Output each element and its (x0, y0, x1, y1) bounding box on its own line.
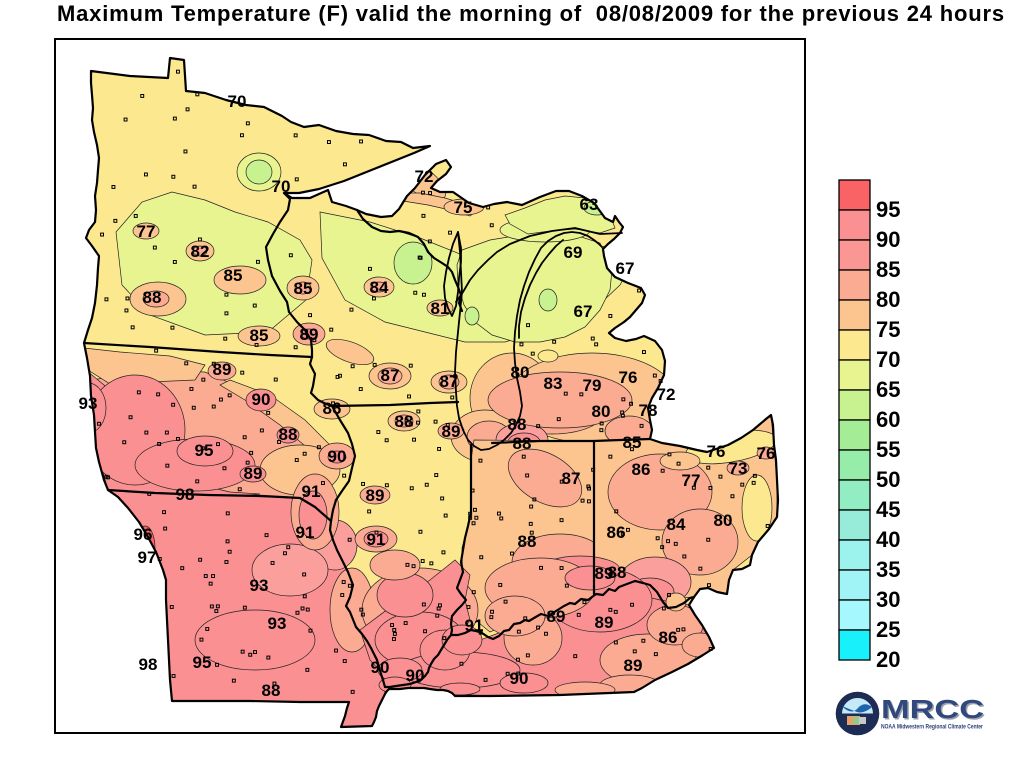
svg-text:70: 70 (228, 92, 247, 111)
svg-text:65: 65 (876, 377, 900, 402)
svg-text:90: 90 (252, 390, 271, 409)
svg-text:85: 85 (876, 257, 900, 282)
svg-text:91: 91 (302, 482, 321, 501)
svg-text:87: 87 (440, 372, 459, 391)
svg-text:78: 78 (639, 401, 658, 420)
svg-text:40: 40 (876, 527, 900, 552)
svg-text:30: 30 (876, 587, 900, 612)
svg-text:70: 70 (876, 347, 900, 372)
svg-text:96: 96 (134, 525, 153, 544)
svg-text:77: 77 (137, 222, 156, 241)
svg-text:89: 89 (624, 656, 643, 675)
svg-text:87: 87 (381, 366, 400, 385)
svg-text:93: 93 (268, 614, 287, 633)
svg-text:90: 90 (510, 669, 529, 688)
svg-text:81: 81 (431, 299, 450, 318)
svg-text:80: 80 (714, 511, 733, 530)
svg-text:82: 82 (191, 242, 210, 261)
svg-text:88: 88 (143, 288, 162, 307)
svg-text:76: 76 (619, 368, 638, 387)
svg-text:35: 35 (876, 557, 900, 582)
svg-text:91: 91 (296, 523, 315, 542)
svg-text:88: 88 (608, 563, 627, 582)
svg-text:MRCC: MRCC (883, 696, 986, 726)
svg-text:91: 91 (465, 616, 484, 635)
svg-text:83: 83 (544, 374, 563, 393)
svg-text:95: 95 (195, 441, 214, 460)
svg-text:89: 89 (595, 613, 614, 632)
svg-text:75: 75 (876, 317, 900, 342)
svg-text:86: 86 (607, 523, 626, 542)
svg-text:86: 86 (632, 460, 651, 479)
svg-text:86: 86 (659, 628, 678, 647)
svg-text:87: 87 (562, 469, 581, 488)
svg-text:55: 55 (876, 437, 900, 462)
svg-text:88: 88 (518, 532, 537, 551)
svg-text:45: 45 (876, 497, 900, 522)
svg-text:98: 98 (139, 655, 158, 674)
svg-text:95: 95 (193, 653, 212, 672)
svg-text:77: 77 (682, 471, 701, 490)
svg-text:73: 73 (729, 459, 748, 478)
svg-text:25: 25 (876, 617, 900, 642)
svg-text:89: 89 (366, 486, 385, 505)
svg-text:76: 76 (707, 442, 726, 461)
svg-text:63: 63 (580, 195, 599, 214)
svg-text:90: 90 (876, 227, 900, 252)
svg-text:79: 79 (583, 376, 602, 395)
svg-text:72: 72 (415, 167, 434, 186)
svg-text:80: 80 (511, 363, 530, 382)
svg-text:75: 75 (454, 198, 473, 217)
svg-text:89: 89 (213, 360, 232, 379)
svg-text:85: 85 (250, 326, 269, 345)
svg-text:85: 85 (623, 433, 642, 452)
svg-text:MRCC: MRCC (881, 694, 984, 724)
svg-text:85: 85 (294, 279, 313, 298)
svg-text:85: 85 (224, 266, 243, 285)
svg-text:70: 70 (272, 177, 291, 196)
svg-text:60: 60 (876, 407, 900, 432)
svg-text:90: 90 (371, 658, 390, 677)
svg-text:89: 89 (547, 607, 566, 626)
svg-text:90: 90 (328, 447, 347, 466)
svg-text:88: 88 (513, 434, 532, 453)
svg-text:89: 89 (244, 464, 263, 483)
svg-text:67: 67 (574, 302, 593, 321)
svg-text:NOAA Midwestern Regional Clima: NOAA Midwestern Regional Climate Center (881, 724, 983, 731)
svg-text:88: 88 (508, 415, 527, 434)
svg-text:98: 98 (176, 485, 195, 504)
svg-text:95: 95 (876, 197, 900, 222)
svg-text:72: 72 (657, 385, 676, 404)
svg-text:69: 69 (564, 243, 583, 262)
svg-text:20: 20 (876, 647, 900, 672)
svg-text:89: 89 (300, 325, 319, 344)
svg-text:80: 80 (592, 402, 611, 421)
svg-text:88: 88 (395, 412, 414, 431)
svg-text:97: 97 (138, 548, 157, 567)
svg-text:84: 84 (370, 278, 389, 297)
svg-text:67: 67 (616, 259, 635, 278)
svg-text:50: 50 (876, 467, 900, 492)
svg-text:89: 89 (595, 564, 614, 583)
svg-text:86: 86 (323, 399, 342, 418)
svg-text:76: 76 (757, 444, 776, 463)
svg-text:93: 93 (79, 394, 98, 413)
svg-text:93: 93 (250, 576, 269, 595)
svg-text:89: 89 (442, 422, 461, 441)
svg-text:90: 90 (406, 666, 425, 685)
svg-text:88: 88 (262, 681, 281, 700)
svg-text:88: 88 (279, 425, 298, 444)
svg-text:84: 84 (667, 515, 686, 534)
svg-text:91: 91 (367, 530, 386, 549)
svg-text:80: 80 (876, 287, 900, 312)
